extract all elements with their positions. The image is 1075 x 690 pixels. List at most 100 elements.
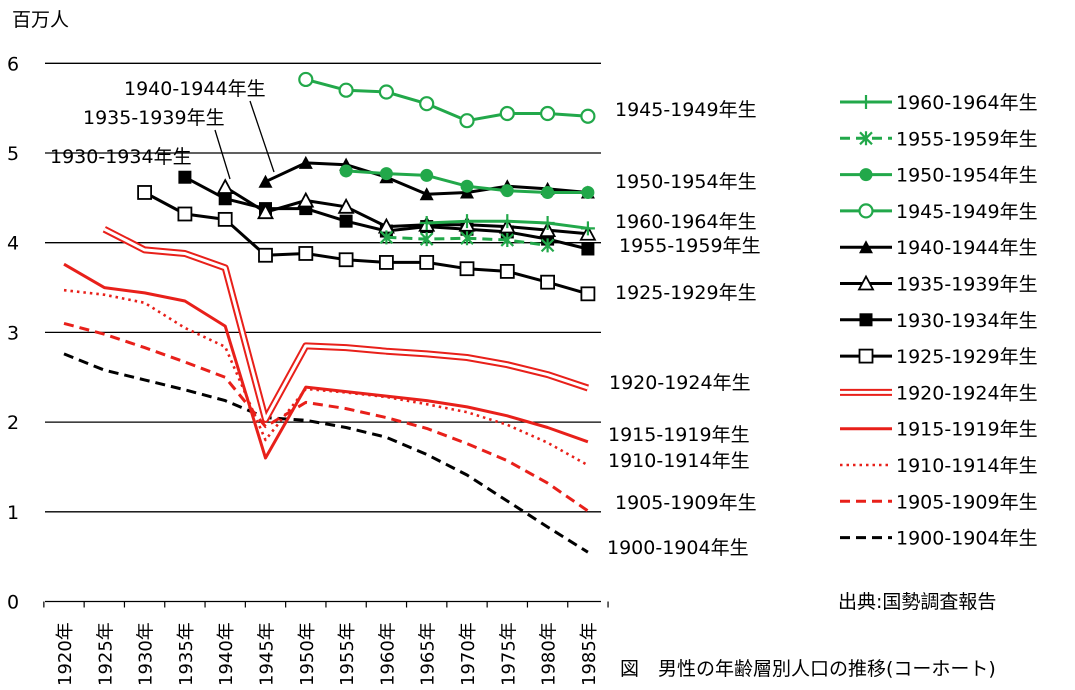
y-tick-label: 4 <box>7 233 19 255</box>
marker-filled-circle <box>339 164 353 178</box>
line-label-1935-1939: 1935-1939年生 <box>83 107 225 129</box>
marker-open-square <box>378 255 394 270</box>
x-tick-label: 1965年 <box>418 622 439 686</box>
series-1960-1964 <box>419 214 595 236</box>
line-label-1940-1944: 1940-1944年生 <box>124 78 266 100</box>
series-1950-1954 <box>339 164 595 199</box>
marker-star <box>500 233 515 248</box>
legend-label: 1955-1959年生 <box>896 128 1038 150</box>
line-label-1955-1959: 1955-1959年生 <box>619 235 761 257</box>
legend-item: 1940-1944年生 <box>840 237 1038 259</box>
marker-plus <box>460 214 474 229</box>
legend-item: 1905-1909年生 <box>840 491 1038 513</box>
series-line <box>63 321 589 513</box>
y-tick-label: 5 <box>7 143 19 165</box>
marker-open-circle <box>298 71 314 88</box>
x-tick-label: 1985年 <box>579 622 600 686</box>
legend-item: 1960-1964年生 <box>840 92 1038 114</box>
marker-filled-circle <box>581 185 595 199</box>
x-tick-label: 1960年 <box>377 622 398 686</box>
marker-open-circle <box>499 105 515 122</box>
legend-label: 1940-1944年生 <box>896 237 1038 259</box>
legend-label: 1930-1934年生 <box>896 310 1038 332</box>
legend-item: 1935-1939年生 <box>840 274 1038 296</box>
marker-star <box>419 232 434 247</box>
series-lines <box>63 71 597 554</box>
legend: 1960-1964年生 1955-1959年生 1950-1954年生 1945-19… <box>840 92 1038 550</box>
marker-plus <box>540 215 555 230</box>
marker-open-circle <box>338 82 354 98</box>
legend-item: 1900-1904年生 <box>840 528 1038 550</box>
legend-label: 1900-1904年生 <box>896 528 1038 550</box>
x-tick-label: 1975年 <box>498 622 519 686</box>
marker-star <box>859 131 873 146</box>
y-tick-label: 0 <box>7 592 19 614</box>
marker-open-circle <box>539 105 556 122</box>
marker-open-circle <box>580 108 596 124</box>
marker-open-square <box>338 252 354 268</box>
legend-item: 1945-1949年生 <box>840 201 1038 223</box>
line-label-1905-1909: 1905-1909年生 <box>615 492 757 514</box>
line-label-1900-1904: 1900-1904年生 <box>607 537 749 559</box>
x-tick-label: 1935年 <box>176 622 197 686</box>
x-tick-label: 1950年 <box>297 622 318 686</box>
marker-open-square <box>137 185 153 200</box>
marker-open-square <box>177 206 193 222</box>
series-1910-1914 <box>63 288 589 467</box>
marker-plus <box>500 214 515 229</box>
marker-open-square <box>459 261 475 277</box>
x-tick-label: 1920年 <box>55 622 76 686</box>
marker-filled-square <box>218 192 232 206</box>
series-1945-1949 <box>298 71 596 129</box>
marker-open-triangle <box>256 203 275 220</box>
marker-open-square <box>858 348 874 364</box>
legend-label: 1960-1964年生 <box>896 92 1038 114</box>
marker-filled-triangle <box>298 155 313 169</box>
leader-line <box>249 100 275 173</box>
marker-filled-square <box>581 242 595 256</box>
legend-label: 1920-1924年生 <box>896 382 1038 404</box>
legend-item: 1955-1959年生 <box>840 128 1038 150</box>
marker-open-square <box>540 274 555 290</box>
x-tick-label: 1925年 <box>95 622 116 686</box>
legend-label: 1950-1954年生 <box>896 165 1038 187</box>
annotations: 1945-1949年生 1950-1954年生 1960-1964年生1955-19… <box>50 78 761 559</box>
legend-label: 1945-1949年生 <box>896 201 1038 223</box>
x-tick-label: 1940年 <box>216 622 237 686</box>
line-label-1950-1954: 1950-1954年生 <box>615 171 757 193</box>
marker-open-square <box>258 247 273 263</box>
marker-open-triangle <box>297 191 315 208</box>
marker-filled-circle <box>859 168 873 182</box>
x-tick-label: 1930年 <box>136 622 157 686</box>
marker-open-circle <box>858 203 874 219</box>
marker-filled-circle <box>541 185 555 199</box>
marker-open-circle <box>419 96 435 112</box>
leader-line <box>214 129 231 180</box>
line-label-1910-1914: 1910-1914年生 <box>608 450 750 472</box>
marker-plus <box>859 95 873 109</box>
line-label-1920-1924: 1920-1924年生 <box>609 372 751 394</box>
line-label-1930-1934: 1930-1934年生 <box>50 146 192 168</box>
marker-filled-square <box>339 214 353 228</box>
x-tick-label: 1970年 <box>458 622 479 686</box>
marker-filled-circle <box>420 168 434 182</box>
marker-plus <box>419 215 434 230</box>
marker-star <box>379 230 394 245</box>
marker-star <box>540 238 555 253</box>
legend-label: 1925-1929年生 <box>896 346 1038 368</box>
series-1955-1959 <box>379 230 555 253</box>
series-line <box>63 288 589 467</box>
marker-open-triangle <box>857 274 875 291</box>
y-tick-label: 6 <box>7 53 19 75</box>
figure-caption: 図 男性の年齢層別人口の推移(コーホート) <box>620 658 996 680</box>
series-line <box>63 262 589 460</box>
series-line <box>224 185 589 236</box>
x-tick-label: 1980年 <box>539 622 560 686</box>
source-note: 出典:国勢調査報告 <box>838 591 996 613</box>
legend-label: 1915-1919年生 <box>896 419 1038 441</box>
marker-filled-triangle <box>258 174 273 188</box>
marker-filled-triangle <box>859 240 873 254</box>
line-label-1960-1964: 1960-1964年生 <box>615 211 757 233</box>
series-line <box>63 352 589 554</box>
line-label-1945-1949: 1945-1949年生 <box>615 99 757 121</box>
